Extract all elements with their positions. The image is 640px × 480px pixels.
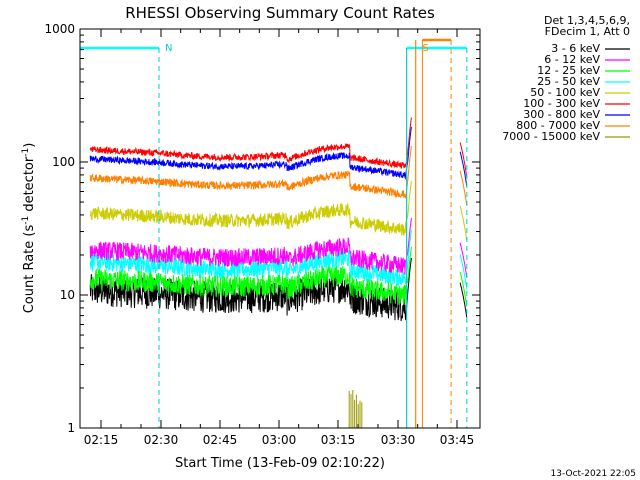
series-line-late-4 bbox=[459, 205, 468, 241]
annotation-N: N bbox=[165, 43, 172, 54]
y-tick-label: 100 bbox=[52, 155, 75, 169]
series-line-4 bbox=[89, 180, 412, 236]
legend-entry: 800 - 7000 keV bbox=[516, 119, 600, 132]
annotation-S: S bbox=[422, 43, 428, 54]
footer-date: 13-Oct-2021 22:05 bbox=[551, 469, 636, 479]
series-line-5 bbox=[89, 117, 412, 169]
x-axis-label: Start Time (13-Feb-09 02:10:22) bbox=[175, 456, 385, 471]
x-tick-label: 03:15 bbox=[321, 433, 356, 447]
series-line-6 bbox=[89, 126, 412, 180]
x-tick-label: 02:15 bbox=[84, 433, 119, 447]
legend-header: Det 1,3,4,5,6,9, bbox=[544, 14, 630, 27]
legend-entry: 25 - 50 keV bbox=[537, 75, 600, 88]
y-tick-label: 1 bbox=[67, 421, 75, 435]
x-tick-label: 02:30 bbox=[144, 433, 179, 447]
chart-title: RHESSI Observing Summary Count Rates bbox=[125, 4, 435, 22]
legend-entry: 3 - 6 keV bbox=[551, 42, 600, 55]
x-axis: 02:15 02:30 02:45 03:00 03:15 03:30 03:45 bbox=[84, 29, 475, 447]
legend: Det 1,3,4,5,6,9,FDecim 1, Att 0 3 - 6 keV… bbox=[502, 14, 630, 143]
series-line-late-7 bbox=[459, 170, 468, 206]
x-tick-label: 03:00 bbox=[262, 433, 297, 447]
y-tick-label: 1000 bbox=[44, 22, 75, 36]
series-line-late-3 bbox=[459, 254, 468, 290]
legend-entry: 6 - 12 keV bbox=[544, 53, 600, 66]
series-line-7 bbox=[89, 145, 412, 200]
series-line-0 bbox=[89, 257, 412, 322]
y-tick-label: 10 bbox=[60, 288, 75, 302]
series-line-1 bbox=[89, 217, 412, 275]
x-tick-label: 03:45 bbox=[440, 433, 475, 447]
y-axis-label: Count Rate (s-1 detector-1) bbox=[21, 143, 37, 314]
x-tick-label: 03:30 bbox=[381, 433, 416, 447]
legend-entry: 7000 - 15000 keV bbox=[502, 130, 600, 143]
x-tick-label: 02:45 bbox=[203, 433, 238, 447]
series-line-late-2 bbox=[459, 271, 468, 307]
y-axis: 1 10 100 1000 bbox=[44, 22, 480, 435]
series-line-late-6 bbox=[459, 151, 468, 187]
plot-frame bbox=[79, 28, 481, 429]
series-line-2 bbox=[89, 246, 412, 306]
legend-entry: 300 - 800 keV bbox=[523, 108, 600, 121]
legend-entry: 100 - 300 keV bbox=[523, 97, 600, 110]
series-line-late-0 bbox=[459, 282, 468, 318]
legend-entry: 50 - 100 keV bbox=[530, 86, 600, 99]
legend-header: FDecim 1, Att 0 bbox=[545, 25, 630, 38]
legend-entry: 12 - 25 keV bbox=[537, 64, 600, 77]
series-line-late-5 bbox=[459, 142, 468, 178]
series-line-late-1 bbox=[459, 242, 468, 278]
